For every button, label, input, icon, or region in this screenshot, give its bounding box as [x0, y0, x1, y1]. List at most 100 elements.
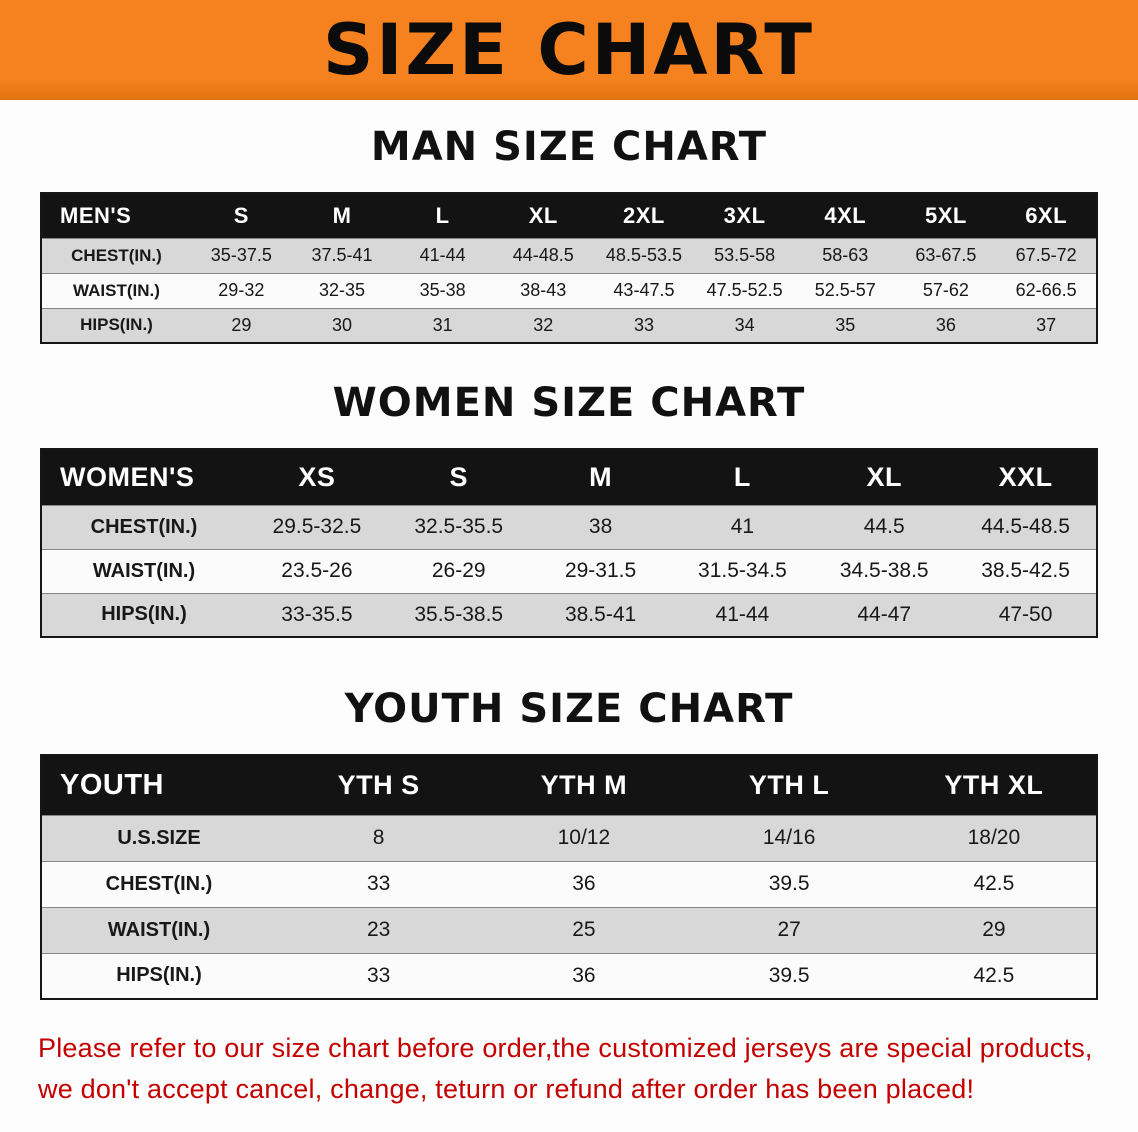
size-chart-content: MAN SIZE CHART MEN'S S M L XL 2XL 3XL 4XL 5XL 6XL… [0, 124, 1138, 1109]
row-label: U.S.SIZE [41, 814, 276, 861]
size-value: 30 [291, 307, 393, 343]
size-value: 41-44 [392, 237, 493, 273]
size-column-header: 4XL [794, 193, 896, 238]
size-value: 31 [392, 307, 493, 343]
size-value: 29.5-32.5 [246, 504, 388, 549]
size-value: 37 [996, 307, 1097, 343]
table-header-row: MEN'S S M L XL 2XL 3XL 4XL 5XL 6XL [41, 193, 1097, 238]
size-value: 33 [276, 860, 482, 907]
size-value: 58-63 [794, 237, 896, 273]
women-size-section: WOMEN SIZE CHART WOMEN'S XS S M L XL XXL CHEST(… [0, 380, 1138, 638]
size-value: 34.5-38.5 [813, 548, 956, 593]
size-value: 42.5 [891, 952, 1097, 999]
size-value: 38-43 [492, 272, 594, 308]
row-label: WAIST(IN.) [41, 906, 276, 953]
table-category-header: YOUTH [41, 755, 276, 815]
size-column-header: S [191, 193, 292, 238]
size-value: 44-48.5 [492, 237, 594, 273]
table-row: WAIST(IN.) 23 25 27 29 [41, 906, 1097, 953]
row-label: HIPS(IN.) [41, 592, 246, 637]
size-value: 23.5-26 [246, 548, 388, 593]
size-column-header: M [291, 193, 393, 238]
size-value: 34 [694, 307, 795, 343]
table-row: U.S.SIZE 8 10/12 14/16 18/20 [41, 814, 1097, 861]
row-label: CHEST(IN.) [41, 860, 276, 907]
size-value: 57-62 [895, 272, 997, 308]
disclaimer-line-1: Please refer to our size chart before or… [38, 1033, 1093, 1063]
size-value: 32-35 [291, 272, 393, 308]
page-title: SIZE CHART [322, 9, 816, 91]
size-column-header: 6XL [996, 193, 1097, 238]
size-value: 33 [276, 952, 482, 999]
size-column-header: 3XL [694, 193, 795, 238]
size-value: 62-66.5 [996, 272, 1097, 308]
size-column-header: XS [246, 449, 388, 505]
size-value: 38.5-42.5 [955, 548, 1097, 593]
size-value: 29 [191, 307, 292, 343]
table-row: CHEST(IN.) 29.5-32.5 32.5-35.5 38 41 44.5 44.5… [41, 504, 1097, 549]
size-value: 29-32 [191, 272, 292, 308]
size-value: 47.5-52.5 [694, 272, 795, 308]
size-value: 41-44 [671, 592, 814, 637]
size-value: 23 [276, 906, 482, 953]
row-label: HIPS(IN.) [41, 952, 276, 999]
table-header-row: YOUTH YTH S YTH M YTH L YTH XL [41, 755, 1097, 815]
row-label: CHEST(IN.) [41, 237, 191, 273]
men-size-table: MEN'S S M L XL 2XL 3XL 4XL 5XL 6XL CHEST(IN.) 35-37… [40, 192, 1098, 344]
size-value: 35-37.5 [191, 237, 292, 273]
table-category-header: MEN'S [41, 193, 191, 238]
size-value: 37.5-41 [291, 237, 393, 273]
table-row: CHEST(IN.) 35-37.5 37.5-41 41-44 44-48.5 48.5… [41, 237, 1097, 273]
disclaimer-text: Please refer to our size chart before or… [38, 1028, 1100, 1109]
row-label: WAIST(IN.) [41, 272, 191, 308]
size-value: 32 [492, 307, 594, 343]
size-column-header: L [671, 449, 814, 505]
table-row: HIPS(IN.) 33-35.5 35.5-38.5 38.5-41 41-44 44-… [41, 592, 1097, 637]
men-size-heading: MAN SIZE CHART [370, 124, 768, 170]
size-column-header: 2XL [593, 193, 695, 238]
size-value: 44.5-48.5 [955, 504, 1097, 549]
size-value: 42.5 [891, 860, 1097, 907]
size-value: 10/12 [481, 814, 687, 861]
banner: SIZE CHART [0, 0, 1138, 100]
size-value: 35-38 [392, 272, 493, 308]
size-value: 35.5-38.5 [387, 592, 530, 637]
size-value: 14/16 [686, 814, 892, 861]
men-size-section: MAN SIZE CHART MEN'S S M L XL 2XL 3XL 4XL 5XL 6XL… [0, 124, 1138, 344]
size-value: 48.5-53.5 [593, 237, 695, 273]
size-value: 38.5-41 [529, 592, 672, 637]
size-value: 29 [891, 906, 1097, 953]
size-column-header: L [392, 193, 493, 238]
size-column-header: XL [813, 449, 956, 505]
size-value: 47-50 [955, 592, 1097, 637]
size-value: 18/20 [891, 814, 1097, 861]
size-value: 33 [593, 307, 695, 343]
size-value: 41 [671, 504, 814, 549]
size-value: 67.5-72 [996, 237, 1097, 273]
size-column-header: YTH S [276, 755, 482, 815]
size-value: 32.5-35.5 [387, 504, 530, 549]
size-value: 53.5-58 [694, 237, 795, 273]
size-value: 38 [529, 504, 672, 549]
table-category-header: WOMEN'S [41, 449, 246, 505]
women-size-heading: WOMEN SIZE CHART [332, 380, 806, 426]
size-value: 36 [481, 952, 687, 999]
youth-size-heading: YOUTH SIZE CHART [344, 686, 794, 732]
size-column-header: YTH XL [891, 755, 1097, 815]
size-value: 33-35.5 [246, 592, 388, 637]
size-column-header: XXL [955, 449, 1097, 505]
size-value: 52.5-57 [794, 272, 896, 308]
table-row: WAIST(IN.) 23.5-26 26-29 29-31.5 31.5-34.5 34… [41, 548, 1097, 593]
disclaimer-line-2: we don't accept cancel, change, teturn o… [38, 1073, 975, 1104]
size-value: 39.5 [686, 952, 892, 999]
row-label: WAIST(IN.) [41, 548, 246, 593]
size-value: 8 [276, 814, 482, 861]
size-column-header: 5XL [895, 193, 997, 238]
size-value: 36 [895, 307, 997, 343]
size-value: 63-67.5 [895, 237, 997, 273]
size-value: 39.5 [686, 860, 892, 907]
size-value: 43-47.5 [593, 272, 695, 308]
size-column-header: YTH M [481, 755, 687, 815]
table-row: HIPS(IN.) 33 36 39.5 42.5 [41, 952, 1097, 999]
